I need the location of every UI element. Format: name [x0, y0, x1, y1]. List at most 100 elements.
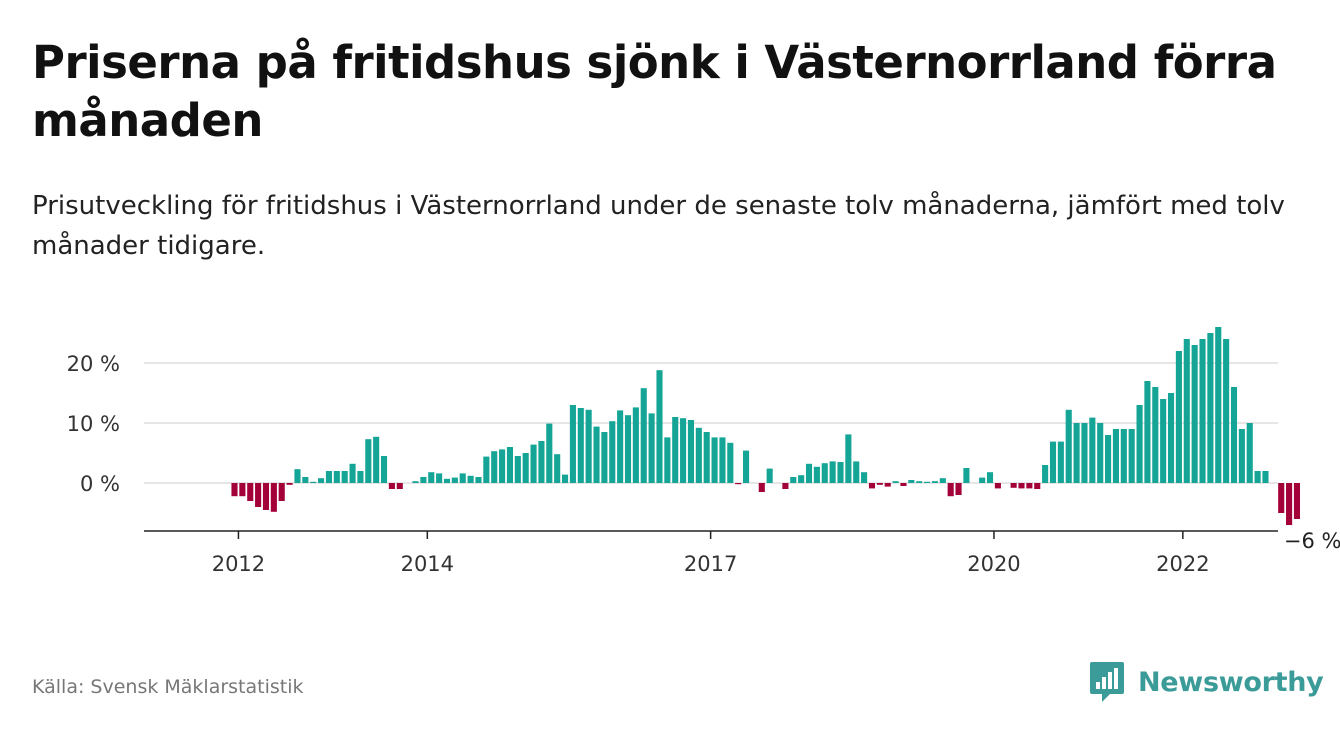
bar	[813, 466, 820, 483]
bar	[1191, 345, 1198, 483]
bar	[546, 423, 553, 483]
bar	[459, 473, 466, 483]
bar	[491, 451, 498, 483]
bar	[1089, 417, 1096, 483]
bar	[900, 483, 907, 486]
bar	[1175, 351, 1182, 483]
bar	[735, 483, 742, 485]
bar	[1034, 483, 1041, 489]
bar	[1073, 423, 1080, 483]
bar	[680, 418, 687, 483]
bar	[884, 483, 891, 487]
bar	[939, 478, 946, 483]
bar	[333, 471, 340, 483]
bar	[443, 478, 451, 483]
bar	[1246, 423, 1253, 483]
bar	[892, 481, 899, 483]
bar	[1207, 333, 1214, 483]
bar	[719, 437, 726, 483]
bar	[318, 478, 325, 483]
bar	[1160, 399, 1167, 483]
bar	[1010, 483, 1017, 488]
x-tick-label: 2020	[967, 552, 1020, 576]
bar	[1042, 465, 1049, 483]
bar	[396, 483, 403, 489]
bar	[475, 477, 482, 483]
x-tick-label: 2022	[1156, 552, 1209, 576]
bar	[1286, 483, 1293, 525]
bar	[349, 463, 356, 483]
y-tick-label: 20 %	[67, 352, 120, 376]
bar	[617, 410, 624, 483]
bar	[278, 483, 285, 501]
bar	[798, 475, 805, 483]
bar	[845, 434, 852, 483]
bar	[979, 477, 986, 483]
bar	[436, 473, 443, 483]
bar	[538, 441, 545, 483]
bar	[561, 474, 569, 483]
bar	[703, 432, 710, 483]
bar	[467, 475, 474, 483]
bar	[1105, 435, 1112, 483]
bar	[412, 481, 419, 483]
x-tick-label: 2017	[684, 552, 737, 576]
bar	[286, 483, 293, 485]
bar	[609, 421, 616, 483]
bar	[1199, 339, 1206, 483]
bar	[790, 477, 797, 483]
bar	[963, 468, 970, 483]
bar	[1167, 393, 1175, 483]
bar	[270, 483, 277, 512]
bar	[695, 427, 702, 483]
x-tick-label: 2014	[401, 552, 454, 576]
x-ticks: 2012 2014 2017 2020 2022	[212, 531, 1210, 576]
bar	[861, 472, 868, 483]
bar	[1112, 429, 1119, 483]
bar	[876, 483, 883, 485]
bar	[569, 405, 576, 483]
bar	[1026, 483, 1033, 489]
bar	[373, 436, 380, 483]
bar	[1230, 387, 1238, 483]
source-note: Källa: Svensk Mäklarstatistik	[32, 676, 304, 698]
bar	[994, 483, 1001, 489]
bar	[624, 415, 632, 483]
bar	[916, 481, 923, 483]
bars	[231, 327, 1301, 525]
bar	[1215, 327, 1222, 483]
bar	[341, 471, 348, 483]
bar	[1136, 405, 1143, 483]
bar	[1065, 409, 1072, 483]
bar	[986, 472, 994, 483]
bar	[1018, 483, 1025, 489]
bar	[247, 483, 254, 501]
brand-logo: Newsworthy	[1088, 660, 1324, 704]
bar	[1254, 471, 1261, 483]
bar	[1097, 423, 1104, 483]
bar	[325, 471, 332, 483]
y-tick-label: 0 %	[80, 472, 120, 496]
bar	[585, 409, 592, 483]
bar	[711, 437, 718, 483]
bar	[955, 483, 962, 495]
bar	[758, 483, 765, 492]
y-tick-labels: 0 % 10 % 20 %	[67, 352, 120, 496]
bar	[451, 477, 458, 483]
bar	[302, 477, 309, 483]
bar	[506, 447, 514, 483]
bar	[593, 426, 600, 483]
bar	[947, 483, 954, 497]
bar	[357, 471, 364, 483]
bar	[388, 483, 395, 489]
bar	[1183, 339, 1190, 483]
bar	[255, 483, 262, 507]
bar	[483, 456, 490, 483]
brand-name: Newsworthy	[1138, 666, 1324, 698]
bar	[514, 456, 521, 483]
bar-chart-speech-bubble-icon	[1090, 662, 1124, 702]
bar	[428, 472, 435, 483]
bar	[294, 469, 301, 483]
bar	[601, 432, 608, 483]
bar	[868, 483, 876, 489]
